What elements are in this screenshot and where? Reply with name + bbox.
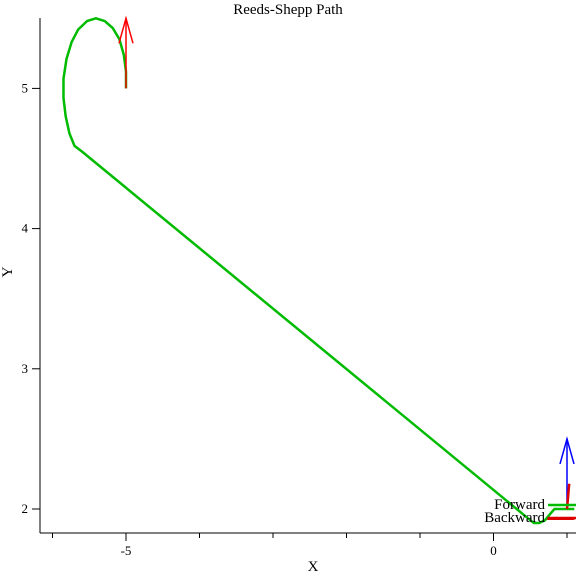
x-tick-label: -5 (121, 543, 132, 558)
y-tick-label: 5 (22, 80, 29, 95)
y-ticks: 2 3 4 5 (22, 80, 40, 516)
x-axis-label: X (308, 559, 319, 575)
y-tick-label: 4 (22, 221, 29, 236)
y-axis-label: Y (0, 266, 16, 277)
y-tick-label: 3 (22, 361, 29, 376)
annotation-layer (118, 15, 575, 510)
start-heading-arrow (118, 15, 134, 89)
series-layer (62, 17, 575, 525)
plot-area: -5 0 2 3 4 5 (22, 15, 576, 558)
y-tick-label: 2 (22, 501, 29, 516)
legend-label-forward: Forward (494, 497, 545, 513)
x-ticks: -5 0 (52, 533, 568, 558)
chart-title: Reeds-Shepp Path (233, 2, 343, 18)
x-tick-label: 0 (490, 543, 497, 558)
series-forward-line (62, 17, 575, 525)
legend-label-backward: Backward (484, 510, 545, 526)
